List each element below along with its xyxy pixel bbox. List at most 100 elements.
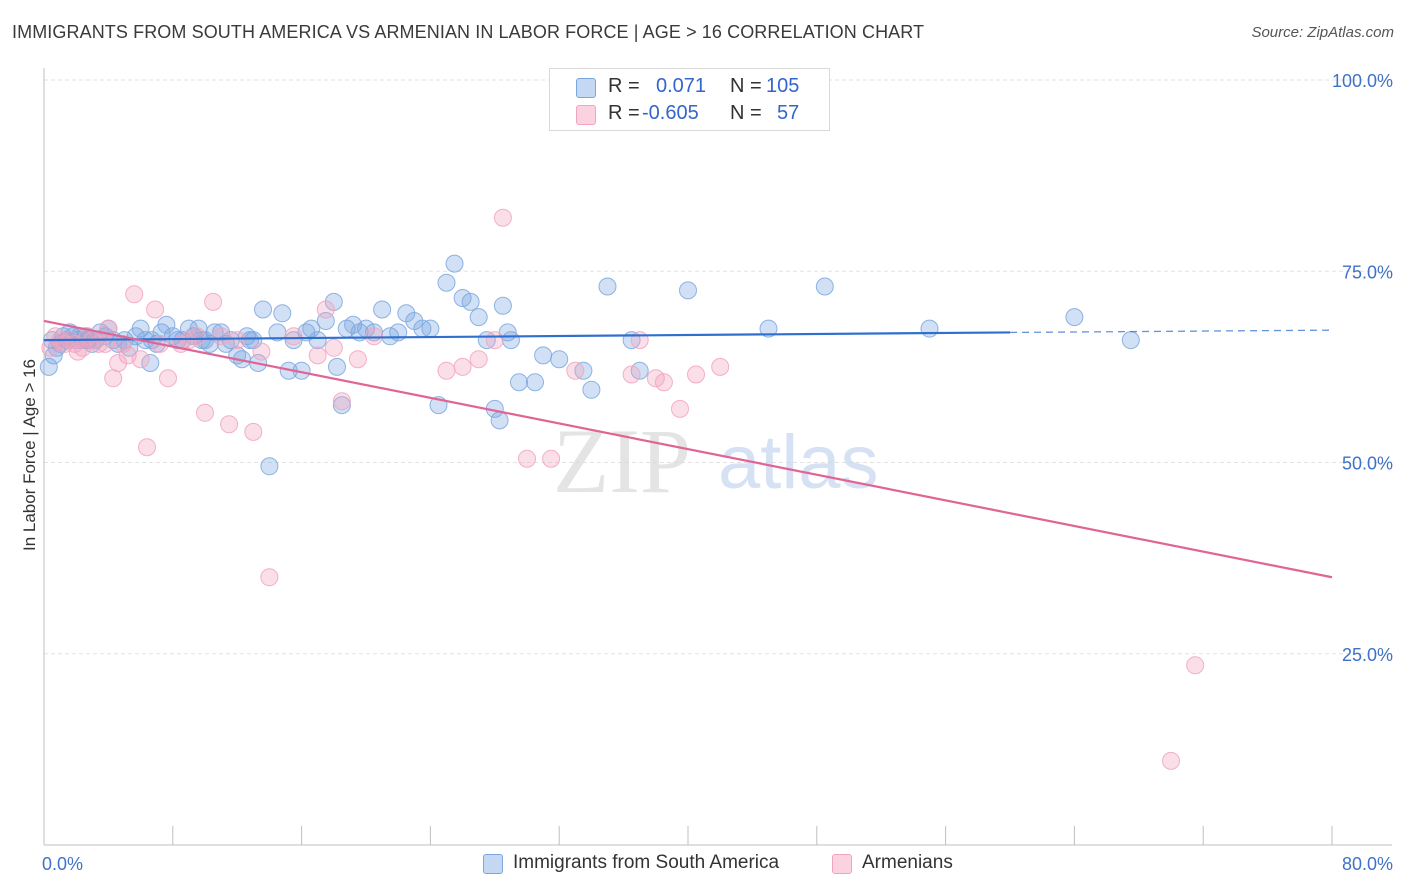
point-immigrants-south-america	[141, 354, 160, 372]
point-immigrants-south-america	[534, 346, 553, 365]
point-immigrants-south-america	[490, 411, 509, 430]
point-immigrants-south-america	[212, 323, 231, 342]
point-armenians	[244, 422, 263, 441]
point-immigrants-south-america	[308, 331, 327, 350]
point-immigrants-south-america	[493, 296, 512, 315]
legend-n-value: 57	[777, 102, 800, 124]
source-label: Source: ZipAtlas.com	[1251, 24, 1394, 41]
legend-swatch-blue	[576, 78, 596, 98]
point-immigrants-south-america	[328, 357, 346, 376]
point-armenians	[187, 327, 206, 346]
legend-r-value: -0.605	[642, 102, 699, 124]
point-armenians	[518, 449, 536, 468]
legend: R = 0.071 N = 105 R = -0.605 N = 57	[549, 68, 830, 131]
point-armenians	[437, 361, 456, 380]
point-armenians	[220, 415, 239, 434]
point-armenians	[365, 327, 383, 346]
point-immigrants-south-america	[679, 281, 697, 300]
point-immigrants-south-america	[157, 315, 176, 334]
point-armenians	[138, 438, 156, 457]
point-armenians	[687, 365, 705, 384]
point-armenians	[228, 331, 247, 350]
data-points	[39, 208, 1205, 770]
x-tick-label: 80.0%	[1342, 854, 1393, 874]
point-immigrants-south-america	[526, 373, 544, 392]
legend-n-label: N =	[730, 102, 762, 124]
point-immigrants-south-america	[815, 277, 834, 296]
point-immigrants-south-america	[759, 319, 778, 338]
bottom-legend-swatch-blue	[483, 854, 503, 874]
point-armenians	[204, 292, 223, 311]
y-tick-label: 25.0%	[1342, 645, 1393, 665]
point-immigrants-south-america	[598, 277, 617, 296]
legend-n-label: N =	[730, 75, 762, 97]
point-immigrants-south-america	[421, 319, 440, 338]
point-armenians	[1186, 656, 1205, 675]
point-armenians	[212, 327, 231, 346]
legend-swatch-pink	[576, 105, 596, 125]
chart-title: IMMIGRANTS FROM SOUTH AMERICA VS ARMENIA…	[12, 22, 925, 42]
point-armenians	[1162, 751, 1180, 770]
point-armenians	[348, 350, 367, 369]
point-immigrants-south-america	[1065, 308, 1084, 327]
point-immigrants-south-america	[332, 396, 351, 415]
point-armenians	[566, 361, 585, 380]
point-armenians	[453, 357, 472, 376]
point-armenians	[196, 403, 214, 422]
point-immigrants-south-america	[469, 308, 488, 327]
point-immigrants-south-america	[254, 300, 272, 319]
point-armenians	[332, 392, 351, 411]
point-immigrants-south-america	[373, 300, 392, 319]
axes	[43, 68, 1392, 846]
point-armenians	[96, 334, 115, 353]
point-armenians	[252, 342, 271, 361]
point-armenians	[159, 369, 177, 388]
point-armenians	[469, 350, 488, 369]
legend-n-value: 105	[766, 75, 800, 97]
point-armenians	[324, 338, 343, 357]
point-immigrants-south-america	[445, 254, 464, 273]
point-immigrants-south-america	[920, 319, 939, 338]
point-armenians	[146, 300, 165, 319]
point-armenians	[260, 568, 279, 587]
grid-lines	[44, 79, 1392, 655]
legend-r-label: R =	[608, 75, 640, 97]
point-armenians	[622, 365, 641, 384]
point-immigrants-south-america	[131, 319, 150, 338]
point-armenians	[671, 399, 689, 418]
y-tick-label: 100.0%	[1332, 71, 1393, 91]
point-immigrants-south-america	[501, 331, 520, 350]
point-armenians	[109, 354, 128, 372]
point-immigrants-south-america	[1121, 331, 1140, 350]
point-immigrants-south-america	[437, 273, 456, 292]
point-armenians	[308, 346, 327, 365]
bottom-legend-series2: Armenians	[862, 852, 953, 873]
bottom-legend-series1: Immigrants from South America	[513, 852, 780, 873]
legend-r-label: R =	[608, 102, 640, 124]
point-immigrants-south-america	[241, 331, 260, 350]
point-armenians	[654, 373, 673, 392]
point-armenians	[284, 327, 303, 346]
point-immigrants-south-america	[550, 350, 569, 369]
watermark: ZIP atlas	[553, 410, 879, 512]
point-armenians	[485, 331, 504, 350]
point-armenians	[131, 350, 150, 369]
y-tick-label: 75.0%	[1342, 262, 1393, 282]
point-immigrants-south-america	[273, 304, 292, 323]
point-armenians	[493, 208, 512, 227]
point-armenians	[542, 449, 561, 468]
point-armenians	[711, 357, 730, 376]
trend-line-dashed-extension	[1009, 329, 1333, 334]
trend-line-immigrants-south-america	[43, 331, 1011, 342]
point-immigrants-south-america	[260, 457, 279, 476]
tick-labels: 25.0% 50.0% 75.0% 100.0% 0.0% 80.0%	[42, 71, 1393, 874]
point-immigrants-south-america	[461, 292, 480, 311]
x-tick-label: 0.0%	[42, 854, 83, 874]
y-tick-label: 50.0%	[1342, 454, 1393, 474]
point-immigrants-south-america	[510, 373, 528, 392]
trend-lines	[43, 319, 1333, 579]
watermark-atlas: atlas	[718, 420, 879, 505]
point-armenians	[630, 331, 649, 350]
point-armenians	[316, 300, 335, 319]
